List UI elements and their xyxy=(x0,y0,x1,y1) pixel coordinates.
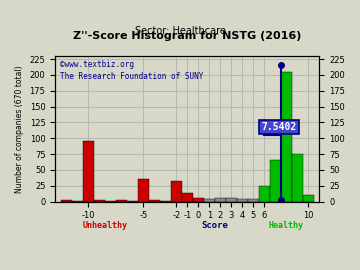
Bar xyxy=(303,195,314,201)
Text: Healthy: Healthy xyxy=(269,221,304,230)
Text: The Research Foundation of SUNY: The Research Foundation of SUNY xyxy=(60,72,204,81)
Bar xyxy=(138,179,149,201)
Bar xyxy=(281,72,292,201)
Bar xyxy=(116,200,127,201)
Y-axis label: Number of companies (670 total): Number of companies (670 total) xyxy=(15,65,24,193)
Bar xyxy=(94,200,105,201)
Text: ©www.textbiz.org: ©www.textbiz.org xyxy=(60,60,134,69)
Bar xyxy=(215,198,226,201)
Bar xyxy=(193,198,204,201)
Bar xyxy=(226,198,237,201)
Bar xyxy=(248,199,259,201)
Bar xyxy=(270,160,281,201)
Text: Unhealthy: Unhealthy xyxy=(82,221,127,230)
Text: 7.5402: 7.5402 xyxy=(261,122,296,132)
Bar xyxy=(204,199,215,201)
Bar xyxy=(259,186,270,201)
Text: Score: Score xyxy=(201,221,228,230)
Bar xyxy=(182,193,193,201)
Title: Z''-Score Histogram for NSTG (2016): Z''-Score Histogram for NSTG (2016) xyxy=(73,31,301,41)
Bar xyxy=(60,200,72,201)
Bar xyxy=(171,181,182,201)
Bar xyxy=(237,199,248,201)
Bar xyxy=(149,200,160,201)
Text: Sector: Healthcare: Sector: Healthcare xyxy=(135,26,225,36)
Bar xyxy=(83,141,94,201)
Bar xyxy=(292,154,303,201)
